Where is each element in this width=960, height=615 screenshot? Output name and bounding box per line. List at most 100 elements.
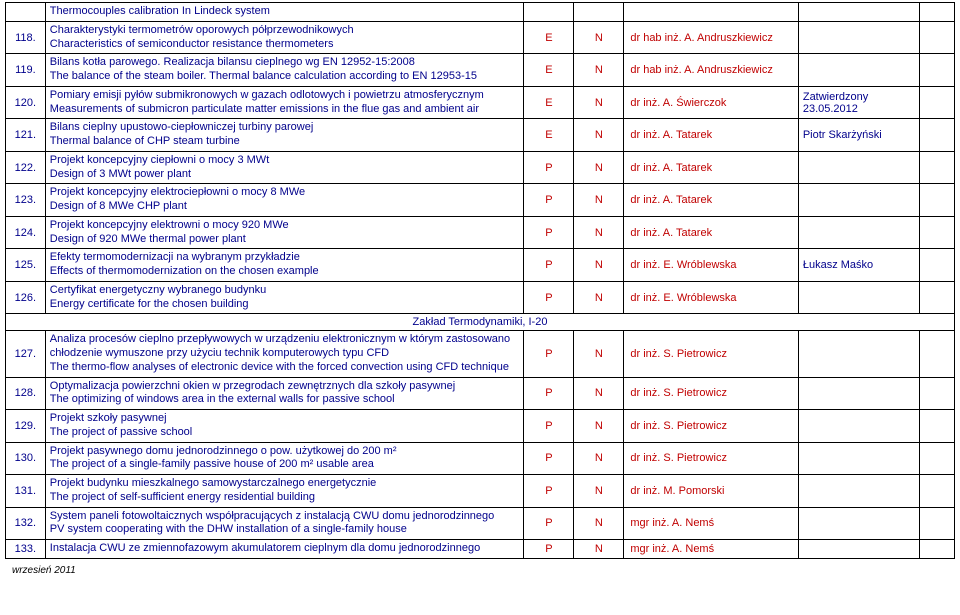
row-level: N [574,442,624,475]
row-description: Analiza procesów cieplno przepływowych w… [45,331,524,377]
row-supervisor: mgr inż. A. Nemś [624,507,798,540]
row-end [920,540,955,559]
table-row: 123.Projekt koncepcyjny elektrociepłowni… [6,184,955,217]
row-level: N [574,151,624,184]
table-row: 119.Bilans kotła parowego. Realizacja bi… [6,54,955,87]
row-end [920,249,955,282]
row-end [920,475,955,508]
row-type: P [524,377,574,410]
row-note [798,507,919,540]
row-level: N [574,377,624,410]
row-level: N [574,184,624,217]
row-end [920,184,955,217]
row-number: 131. [6,475,46,508]
row-end [920,21,955,54]
row-end [920,216,955,249]
table-row: 130.Projekt pasywnego domu jednorodzinne… [6,442,955,475]
row-number: 128. [6,377,46,410]
row-number [6,3,46,22]
row-level: N [574,249,624,282]
row-supervisor: dr inż. A. Tatarek [624,119,798,152]
section-header: Zakład Termodynamiki, I-20 [6,314,955,331]
row-supervisor: dr inż. M. Pomorski [624,475,798,508]
row-type: P [524,216,574,249]
row-end [920,442,955,475]
row-note [798,475,919,508]
row-number: 124. [6,216,46,249]
row-supervisor: mgr inż. A. Nemś [624,540,798,559]
row-description: Efekty termomodernizacji na wybranym prz… [45,249,524,282]
row-supervisor: dr inż. S. Pietrowicz [624,442,798,475]
row-note [798,281,919,314]
row-level: N [574,86,624,119]
row-type: E [524,119,574,152]
row-supervisor: dr inż. S. Pietrowicz [624,377,798,410]
row-note [798,54,919,87]
row-level: N [574,410,624,443]
row-note [798,377,919,410]
thesis-table: Thermocouples calibration In Lindeck sys… [5,2,955,559]
row-supervisor: dr inż. A. Tatarek [624,184,798,217]
row-type [524,3,574,22]
row-level: N [574,475,624,508]
row-type: P [524,442,574,475]
row-number: 126. [6,281,46,314]
row-level: N [574,331,624,377]
row-type: E [524,54,574,87]
row-description: Thermocouples calibration In Lindeck sys… [45,3,524,22]
row-supervisor: dr hab inż. A. Andruszkiewicz [624,21,798,54]
row-description: Projekt szkoły pasywnej The project of p… [45,410,524,443]
row-supervisor: dr hab inż. A. Andruszkiewicz [624,54,798,87]
row-supervisor: dr inż. E. Wróblewska [624,281,798,314]
table-row: 125.Efekty termomodernizacji na wybranym… [6,249,955,282]
row-number: 120. [6,86,46,119]
row-type: P [524,507,574,540]
row-description: Projekt koncepcyjny ciepłowni o mocy 3 M… [45,151,524,184]
row-note [798,442,919,475]
row-description: Bilans kotła parowego. Realizacja bilans… [45,54,524,87]
row-description: Charakterystyki termometrów oporowych pó… [45,21,524,54]
row-description: Certyfikat energetyczny wybranego budynk… [45,281,524,314]
row-number: 122. [6,151,46,184]
row-type: E [524,21,574,54]
row-supervisor: dr inż. S. Pietrowicz [624,410,798,443]
table-row: 122.Projekt koncepcyjny ciepłowni o mocy… [6,151,955,184]
row-note: Łukasz Maśko [798,249,919,282]
row-description: Optymalizacja powierzchni okien w przegr… [45,377,524,410]
row-end [920,331,955,377]
row-number: 123. [6,184,46,217]
row-type: P [524,410,574,443]
row-number: 118. [6,21,46,54]
row-level [574,3,624,22]
row-type: P [524,540,574,559]
table-row: 118.Charakterystyki termometrów oporowyc… [6,21,955,54]
table-row: 127.Analiza procesów cieplno przepływowy… [6,331,955,377]
row-description: Projekt koncepcyjny elektrowni o mocy 92… [45,216,524,249]
row-description: Bilans cieplny upustowo-ciepłowniczej tu… [45,119,524,152]
row-note [798,410,919,443]
row-type: E [524,86,574,119]
table-row: 126.Certyfikat energetyczny wybranego bu… [6,281,955,314]
row-note [798,540,919,559]
row-number: 129. [6,410,46,443]
table-row: 128.Optymalizacja powierzchni okien w pr… [6,377,955,410]
row-level: N [574,21,624,54]
row-supervisor: dr inż. E. Wróblewska [624,249,798,282]
table-row: Thermocouples calibration In Lindeck sys… [6,3,955,22]
row-note: Zatwierdzony 23.05.2012 [798,86,919,119]
row-note [798,151,919,184]
footer-text: wrzesień 2011 [12,565,960,576]
row-number: 119. [6,54,46,87]
row-note [798,331,919,377]
row-supervisor: dr inż. A. Świerczok [624,86,798,119]
table-row: 132.System paneli fotowoltaicznych współ… [6,507,955,540]
row-type: P [524,184,574,217]
table-row: 131.Projekt budynku mieszkalnego samowys… [6,475,955,508]
row-level: N [574,54,624,87]
row-end [920,119,955,152]
row-note [798,184,919,217]
table-row: Zakład Termodynamiki, I-20 [6,314,955,331]
table-row: 120.Pomiary emisji pyłów submikronowych … [6,86,955,119]
row-note [798,216,919,249]
row-supervisor: dr inż. S. Pietrowicz [624,331,798,377]
